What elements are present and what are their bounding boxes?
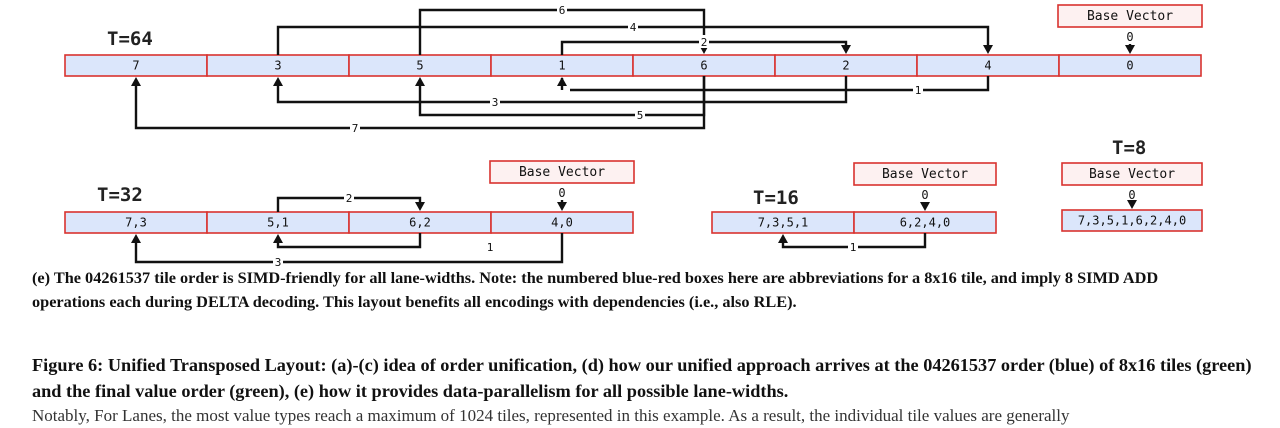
t16-base-zero: 0: [921, 188, 928, 202]
t32-title: T=32: [97, 184, 143, 206]
t32-cell-label-2: 6,2: [409, 216, 431, 230]
t64-bottom-arrow-7: [134, 76, 706, 130]
t64-cell-label-7: 0: [1126, 59, 1133, 73]
t16-base-arrowhead: [920, 202, 930, 211]
t64-top-arrow-label-4: 4: [630, 21, 637, 34]
t32-cell-label-0: 7,3: [125, 216, 147, 230]
t32-cell-label-3: 4,0: [551, 216, 573, 230]
t64-bottom-arrow-label-3: 3: [492, 96, 499, 109]
t64-base-arrowhead: [1125, 45, 1135, 54]
t32-base-vector-box: [489, 160, 635, 184]
t16-base-vector-box: [853, 162, 997, 186]
t64-bottom-arrow-label-1: 1: [915, 84, 922, 97]
t32-base-vector-label: Base Vector: [519, 165, 605, 180]
caption-e: (e) The 04261537 tile order is SIMD-frie…: [32, 268, 1159, 311]
t64-top-arrowhead-2: [841, 45, 851, 54]
t64-bottom-arrow-label-5: 5: [637, 109, 644, 122]
t32-bottom-arrow-3: [134, 233, 564, 264]
t64-base-zero: 0: [1126, 30, 1133, 44]
group-t16: T=16 7,3,5,1 6,2,4,0 Base Vector 0 1: [711, 162, 997, 254]
t8-base-vector-label: Base Vector: [1089, 167, 1175, 182]
t8-cell-label-0: 7,3,5,1,6,2,4,0: [1078, 214, 1186, 228]
t16-cell-label-0: 7,3,5,1: [758, 216, 809, 230]
t64-bottom-arrow-label-7: 7: [352, 122, 359, 135]
t64-top-arrow-label-6: 6: [559, 4, 566, 17]
t32-bottom-arrow-label-3: 3: [275, 256, 282, 269]
t32-bottom-arrowhead-1: [273, 234, 283, 243]
caption-continuation: Notably, For Lanes, the most value types…: [32, 406, 1070, 425]
t64-bottom-arrowhead-1: [557, 77, 567, 86]
t32-cell-label-1: 5,1: [267, 216, 289, 230]
t64-cell-label-3: 1: [558, 59, 565, 73]
t64-title: T=64: [107, 28, 153, 50]
t32-base-zero: 0: [558, 186, 565, 200]
group-t8: T=8 7,3,5,1,6,2,4,0 Base Vector 0: [1061, 137, 1203, 232]
t64-bottom-arrowhead-7: [131, 77, 141, 86]
layout-diagram: T=64 7 3 5 1 6 2 4 0 Base Vector 0 6 4 2 1 3 5 7 T=32 7,3 5…: [64, 3, 1203, 269]
t16-bottom-arrow-label-1-bg: [848, 240, 858, 253]
t64-cell-label-4: 6: [700, 59, 707, 73]
group-t64: T=64 7 3 5 1 6 2 4 0 Base Vector 0 6 4 2 1 3 5 7: [64, 3, 1203, 135]
t64-base-vector-label: Base Vector: [1087, 9, 1173, 24]
t16-bottom-arrow-label-1: 1: [850, 241, 857, 254]
t64-top-arrow-label-2: 2: [701, 36, 708, 49]
t8-base-zero: 0: [1128, 188, 1135, 202]
t32-base-arrowhead: [557, 202, 567, 211]
t16-bottom-arrowhead-1: [778, 234, 788, 243]
t32-bottom-arrow-label-3-bg: [273, 255, 283, 268]
t64-bottom-arrow-label-1-bg: [913, 83, 923, 96]
t32-bottom-arrow-1: [276, 233, 422, 249]
group-t32: T=32 7,3 5,1 6,2 4,0 Base Vector 0 2 1 3: [64, 160, 635, 269]
t64-cell-7: [1058, 54, 1202, 77]
t64-cell-label-5: 2: [842, 59, 849, 73]
t16-base-vector-label: Base Vector: [882, 167, 968, 182]
t64-cell-label-6: 4: [984, 59, 991, 73]
t64-bottom-arrow-label-7-bg: [350, 121, 360, 134]
t64-top-arrow-label-2-bg: [699, 35, 709, 48]
t16-title: T=16: [753, 187, 799, 209]
t8-cell-0: [1061, 209, 1203, 232]
t8-title: T=8: [1112, 137, 1146, 159]
t64-bottom-arrow-1: [570, 76, 990, 92]
t8-base-vector-box: [1061, 162, 1203, 186]
t32-top-arrow-label-2: 2: [346, 192, 353, 205]
t64-top-arrow-label-4-bg: [628, 20, 638, 33]
figure-caption: Figure 6: Unified Transposed Layout: (a)…: [32, 355, 1252, 401]
t64-bottom-arrow-label-3-bg: [490, 95, 500, 108]
t64-cell-label-2: 5: [416, 59, 423, 73]
t32-bottom-arrow-label-1-bg: [485, 240, 495, 253]
t8-base-arrowhead: [1127, 200, 1137, 209]
t16-cell-label-1: 6,2,4,0: [900, 216, 951, 230]
t64-bottom-arrow-label-5-bg: [635, 108, 645, 121]
t64-bottom-arrowhead-5: [415, 77, 425, 86]
t64-base-vector-box: [1057, 4, 1203, 28]
t64-top-arrow-label-6-bg: [557, 3, 567, 16]
t32-top-arrow-label-2-bg: [344, 191, 354, 204]
t64-bottom-arrowhead-3: [273, 77, 283, 86]
t32-bottom-arrow-label-1: 1: [487, 241, 494, 254]
t64-top-arrowhead-4: [983, 45, 993, 54]
t64-cell-label-0: 7: [132, 59, 139, 73]
t32-top-arrowhead-2: [415, 202, 425, 211]
t32-bottom-arrowhead-3: [131, 234, 141, 243]
t64-cell-label-1: 3: [274, 59, 281, 73]
t64-bottom-arrow-3: [276, 76, 848, 104]
